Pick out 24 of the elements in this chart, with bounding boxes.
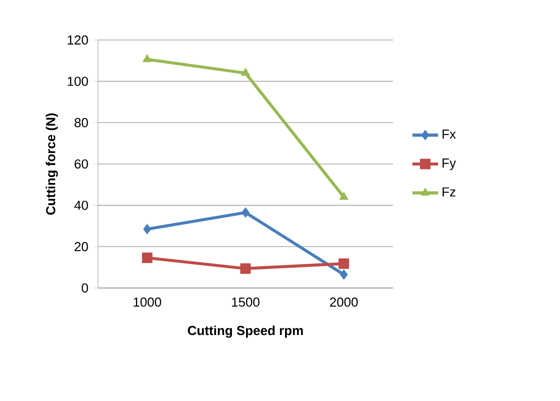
y-tick-label: 0 — [82, 283, 88, 293]
legend-label: Fx — [442, 130, 456, 139]
point — [143, 224, 152, 234]
x-tick-label: 1500 — [232, 298, 260, 307]
y-tick-label: 40 — [74, 200, 88, 210]
legend-label: Fy — [442, 158, 456, 170]
y-tick-label: 100 — [68, 76, 88, 86]
y-tick-label: 20 — [74, 242, 88, 252]
point — [240, 263, 251, 274]
x-axis-title: Cutting Speed rpm — [188, 326, 303, 338]
point — [240, 68, 250, 76]
x-tick-label: 2000 — [330, 298, 358, 307]
x-tick-label: 1000 — [134, 298, 162, 307]
legend-label: Fz — [442, 187, 456, 196]
y-tick-label: 60 — [74, 159, 88, 169]
point — [338, 258, 350, 269]
point — [142, 252, 152, 264]
point — [339, 192, 348, 200]
y-axis-title: Cutting force (N) — [46, 113, 58, 215]
point — [340, 269, 348, 280]
point — [142, 54, 152, 62]
point — [242, 207, 250, 218]
y-tick-label: 80 — [74, 118, 88, 128]
y-tick-label: 120 — [68, 35, 88, 45]
